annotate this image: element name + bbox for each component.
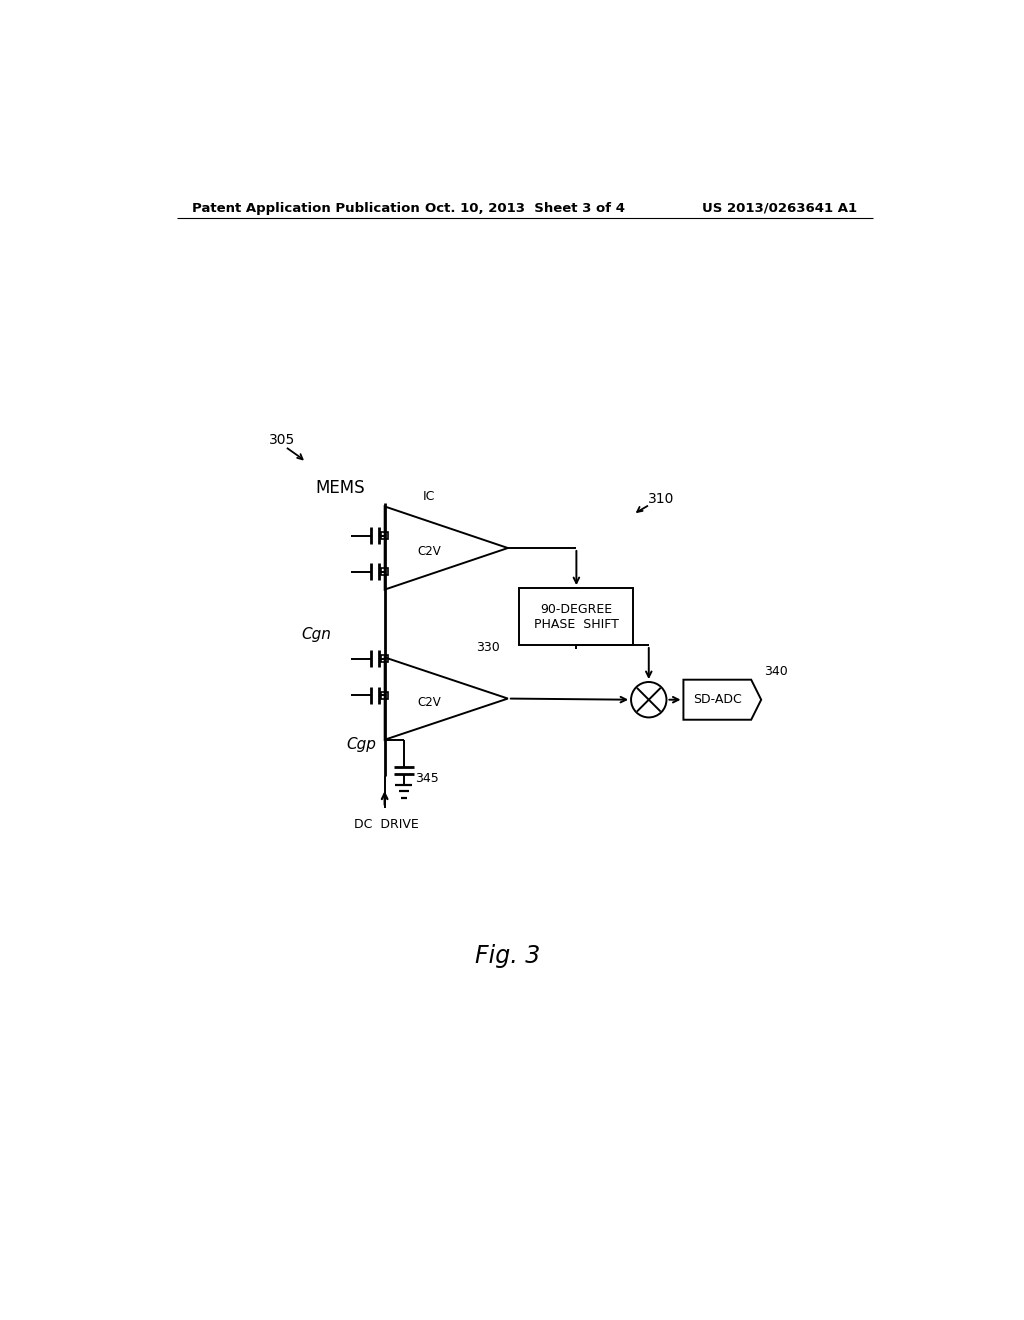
Text: 330: 330	[476, 642, 500, 655]
Text: 340: 340	[764, 665, 788, 678]
Text: Oct. 10, 2013  Sheet 3 of 4: Oct. 10, 2013 Sheet 3 of 4	[425, 202, 625, 215]
Text: SD-ADC: SD-ADC	[693, 693, 741, 706]
Text: 90-DEGREE
PHASE  SHIFT: 90-DEGREE PHASE SHIFT	[534, 602, 618, 631]
Text: Cgn: Cgn	[301, 627, 332, 642]
Text: C2V: C2V	[417, 696, 440, 709]
Bar	[381, 656, 388, 663]
Text: Cgp: Cgp	[346, 738, 376, 752]
Text: C2V: C2V	[417, 545, 440, 558]
Text: US 2013/0263641 A1: US 2013/0263641 A1	[702, 202, 857, 215]
Text: Patent Application Publication: Patent Application Publication	[193, 202, 420, 215]
Text: 345: 345	[415, 772, 438, 785]
Bar	[381, 569, 388, 576]
Text: DC  DRIVE: DC DRIVE	[354, 817, 419, 830]
Text: Fig. 3: Fig. 3	[475, 944, 541, 968]
Bar	[519, 589, 634, 645]
Text: IC: IC	[423, 490, 435, 503]
Text: 305: 305	[269, 433, 295, 447]
Text: 310: 310	[648, 491, 675, 506]
Text: MEMS: MEMS	[315, 479, 365, 498]
Bar	[381, 692, 388, 698]
Bar	[381, 532, 388, 539]
